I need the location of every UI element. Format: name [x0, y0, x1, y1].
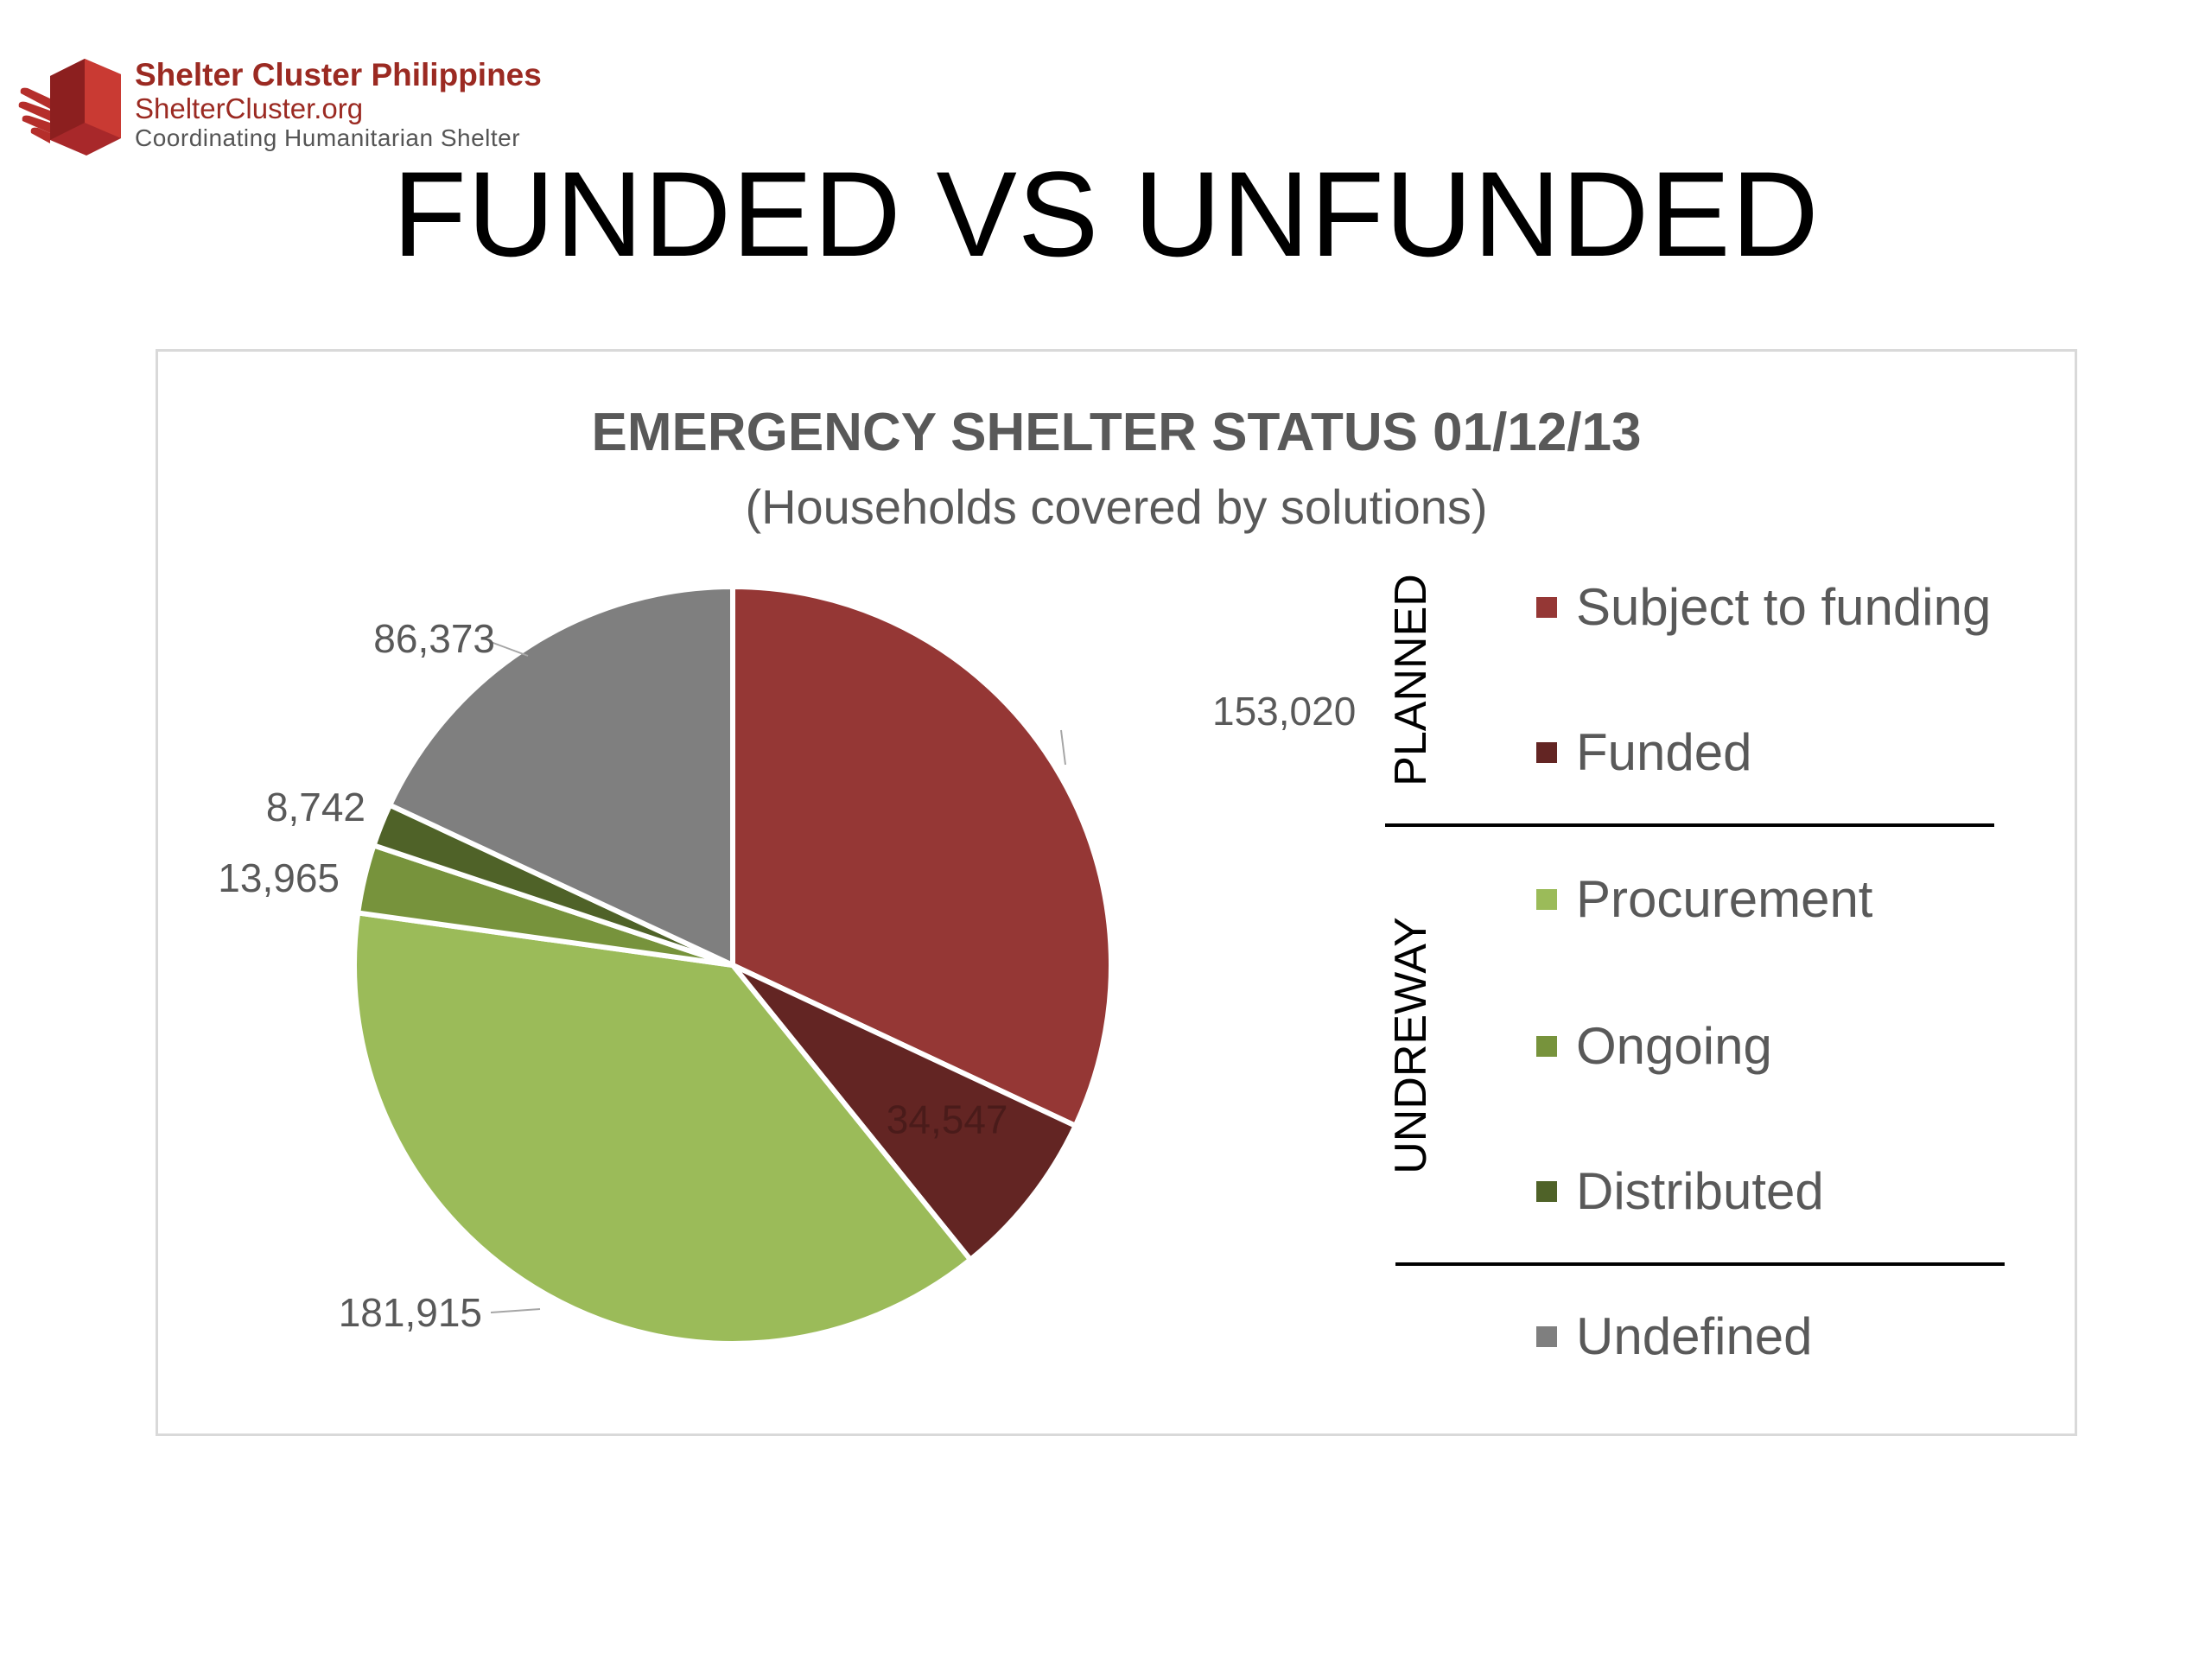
- pie-chart: 153,020 34,547 181,915 13,965 8,742 86,373: [218, 584, 1356, 1346]
- chart-title: EMERGENCY SHELTER STATUS 01/12/13: [591, 403, 1642, 462]
- logo-website: ShelterCluster.org: [135, 92, 364, 124]
- legend-item-undefined: Undefined: [1536, 1311, 1813, 1363]
- data-label-ongoing: 13,965: [218, 855, 340, 900]
- legend-swatch: [1536, 597, 1557, 618]
- legend-swatch: [1536, 742, 1557, 763]
- pie-slice-subject-to-funding: [730, 584, 1114, 1128]
- data-label-distributed: 8,742: [266, 785, 365, 830]
- leader-line-procurement: [490, 1308, 541, 1313]
- legend-group-undreway: UNDREWAY: [1386, 917, 1436, 1174]
- legend-swatch: [1536, 1181, 1557, 1202]
- data-label-funded: 34,547: [887, 1097, 1008, 1142]
- legend-label: Distributed: [1576, 1162, 1824, 1220]
- legend-item-distributed: Distributed: [1536, 1166, 1824, 1217]
- leader-line-subject-to-funding: [1060, 729, 1066, 766]
- logo-organization-name: Shelter Cluster Philippines: [135, 57, 542, 92]
- pie-slice-funded: [730, 963, 1078, 1262]
- legend-swatch: [1536, 1326, 1557, 1347]
- shelter-cluster-logo: Shelter Cluster Philippines ShelterClust…: [16, 52, 638, 164]
- chart-subtitle: (Households covered by solutions): [745, 480, 1488, 534]
- legend-item-ongoing: Ongoing: [1536, 1020, 1772, 1072]
- legend-label: Subject to funding: [1576, 578, 1992, 636]
- logo-tagline: Coordinating Humanitarian Shelter: [135, 124, 521, 151]
- legend-group-planned: PLANNED: [1386, 574, 1436, 786]
- pie-slice-undefined: [387, 584, 735, 968]
- data-label-procurement: 181,915: [339, 1290, 482, 1335]
- legend-item-subject-to-funding: Subject to funding: [1536, 582, 1991, 633]
- leader-line-undefined: [490, 641, 529, 657]
- hands-house-icon: [18, 59, 121, 156]
- slide-title: FUNDED VS UNFUNDED: [392, 146, 1820, 282]
- data-label-subject-to-funding: 153,020: [1212, 689, 1356, 734]
- legend-swatch: [1536, 1036, 1557, 1057]
- legend-label: Procurement: [1576, 870, 1873, 928]
- legend-group-divider: [1395, 1262, 2005, 1266]
- data-label-undefined: 86,373: [373, 616, 495, 661]
- legend-swatch: [1536, 889, 1557, 910]
- legend-label: Funded: [1576, 723, 1752, 781]
- legend-item-procurement: Procurement: [1536, 874, 1872, 925]
- pie-slice-procurement: [352, 910, 974, 1346]
- legend-label: Ongoing: [1576, 1017, 1772, 1075]
- chart-area: EMERGENCY SHELTER STATUS 01/12/13 (House…: [156, 349, 2077, 1436]
- legend-group-divider: [1385, 823, 1994, 827]
- legend-label: Undefined: [1576, 1307, 1813, 1365]
- legend-item-funded: Funded: [1536, 727, 1752, 779]
